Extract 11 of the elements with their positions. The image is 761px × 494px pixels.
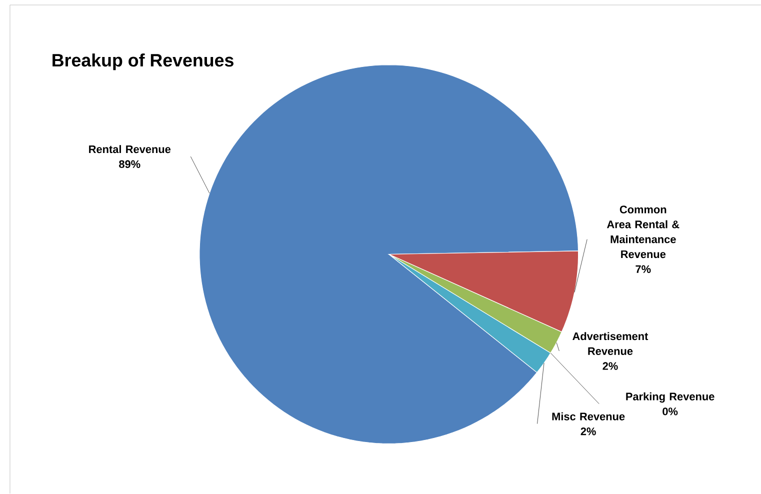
data-label: 7% <box>636 265 651 274</box>
slice-label: Advertisement Revenue <box>572 332 648 356</box>
data-label: 89% <box>119 160 140 168</box>
category-label: Parking Revenue <box>626 392 714 403</box>
data-label: 2% <box>580 428 596 436</box>
slice-label: Rental Revenue <box>89 145 171 154</box>
text: 0% <box>662 408 678 416</box>
slice-label: Misc Revenue <box>552 412 625 420</box>
chart-title: Breakup of Revenues <box>52 54 234 70</box>
slice-label: Common Area Rental & Maintenance Revenue <box>606 206 680 258</box>
data-label: 2% <box>602 362 618 370</box>
